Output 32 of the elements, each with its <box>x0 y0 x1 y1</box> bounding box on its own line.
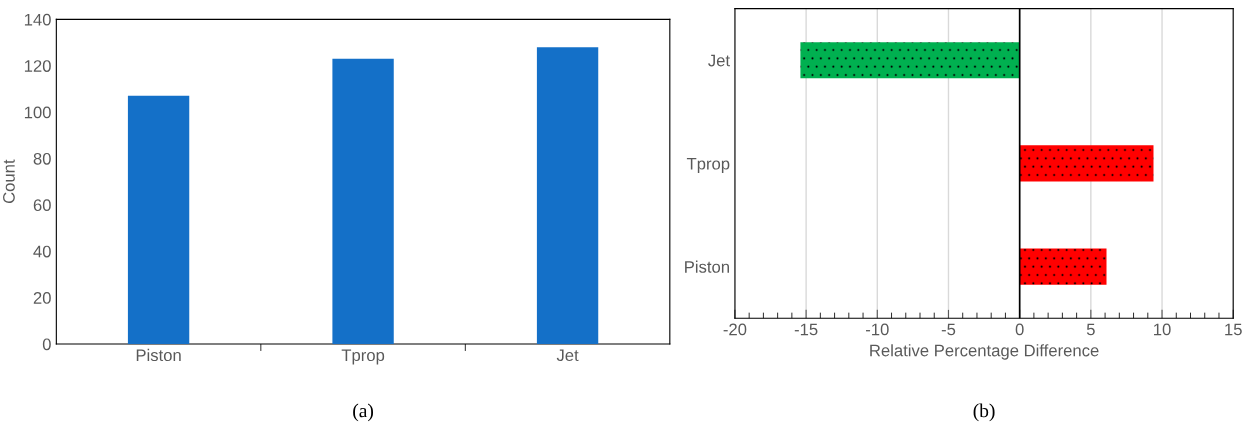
y-tick-label: 0 <box>42 338 51 351</box>
y-tick-label: 100 <box>24 106 51 119</box>
bar <box>536 47 599 344</box>
y-tick-label: Piston <box>685 260 729 273</box>
bar <box>127 95 190 344</box>
x-tick-label: Tprop <box>341 349 385 365</box>
x-tick-label: -15 <box>794 323 818 336</box>
bar <box>332 58 394 344</box>
y-tick-label: 40 <box>33 245 51 258</box>
y-tick-label: 80 <box>33 152 51 165</box>
y-tick-label: 60 <box>33 199 51 212</box>
x-tick-label: 5 <box>1086 323 1095 336</box>
x-tick-label: -20 <box>723 323 747 336</box>
x-tick-label: -10 <box>865 323 889 336</box>
x-tick-label: -5 <box>941 323 956 336</box>
x-tick-label: 15 <box>1225 323 1242 336</box>
y-tick-label: Tprop <box>686 157 730 173</box>
y-tick-label: 140 <box>24 13 51 26</box>
y-axis-title: Count <box>3 159 15 204</box>
y-tick-label: Jet <box>708 54 730 67</box>
bar <box>1019 145 1154 182</box>
x-tick-label: Jet <box>556 349 579 362</box>
text: (a) <box>353 403 374 422</box>
x-axis-title: Relative Percentage Difference <box>870 344 1099 360</box>
x-tick-label: Piston <box>136 348 181 362</box>
x-tick-label: 10 <box>1154 323 1171 336</box>
y-tick-label: 20 <box>33 292 51 304</box>
text: (b) <box>973 403 995 422</box>
y-tick-label: 120 <box>24 60 51 72</box>
x-tick-label: 0 <box>1015 323 1024 336</box>
bar <box>800 42 1020 79</box>
bar <box>1019 248 1107 285</box>
